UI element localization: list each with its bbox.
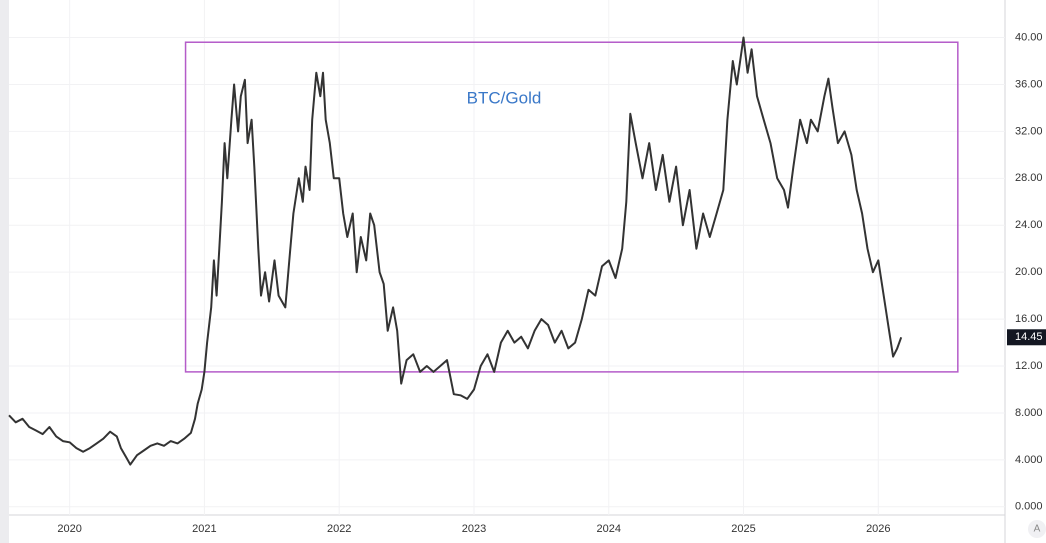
- y-tick-label: 8.000: [1015, 407, 1043, 419]
- last-price-label: 14.45: [1015, 331, 1043, 343]
- y-tick-label: 32.00: [1015, 125, 1043, 137]
- y-tick-label: 12.00: [1015, 360, 1043, 372]
- auto-scale-label[interactable]: A: [1034, 524, 1041, 535]
- x-tick-label: 2020: [57, 523, 81, 535]
- last-price-tag: [1007, 329, 1046, 346]
- x-tick-label: 2026: [866, 523, 890, 535]
- x-tick-label: 2023: [462, 523, 486, 535]
- chart-title: BTC/Gold: [467, 88, 542, 107]
- x-tick-label: 2025: [731, 523, 755, 535]
- y-tick-label: 24.00: [1015, 219, 1043, 231]
- auto-scale-button[interactable]: [1028, 520, 1046, 538]
- x-tick-label: 2024: [597, 523, 621, 535]
- y-tick-label: 16.00: [1015, 313, 1043, 325]
- y-tick-label: 28.00: [1015, 172, 1043, 184]
- grid: [9, 0, 1005, 515]
- y-tick-label: 4.000: [1015, 454, 1043, 466]
- y-tick-label: 40.00: [1015, 31, 1043, 43]
- x-tick-label: 2022: [327, 523, 351, 535]
- price-line: [8, 36, 903, 466]
- y-tick-label: 20.00: [1015, 266, 1043, 278]
- y-tick-label: 36.00: [1015, 78, 1043, 90]
- y-tick-label: 0.000: [1015, 501, 1043, 513]
- plot: [8, 36, 959, 466]
- x-tick-label: 2021: [192, 523, 216, 535]
- range-box: [184, 41, 959, 373]
- left-edge: [0, 0, 9, 543]
- axes: 0.000 4.000 8.000 12.00 16.00 20.00 24.00 28.00…: [57, 31, 1046, 538]
